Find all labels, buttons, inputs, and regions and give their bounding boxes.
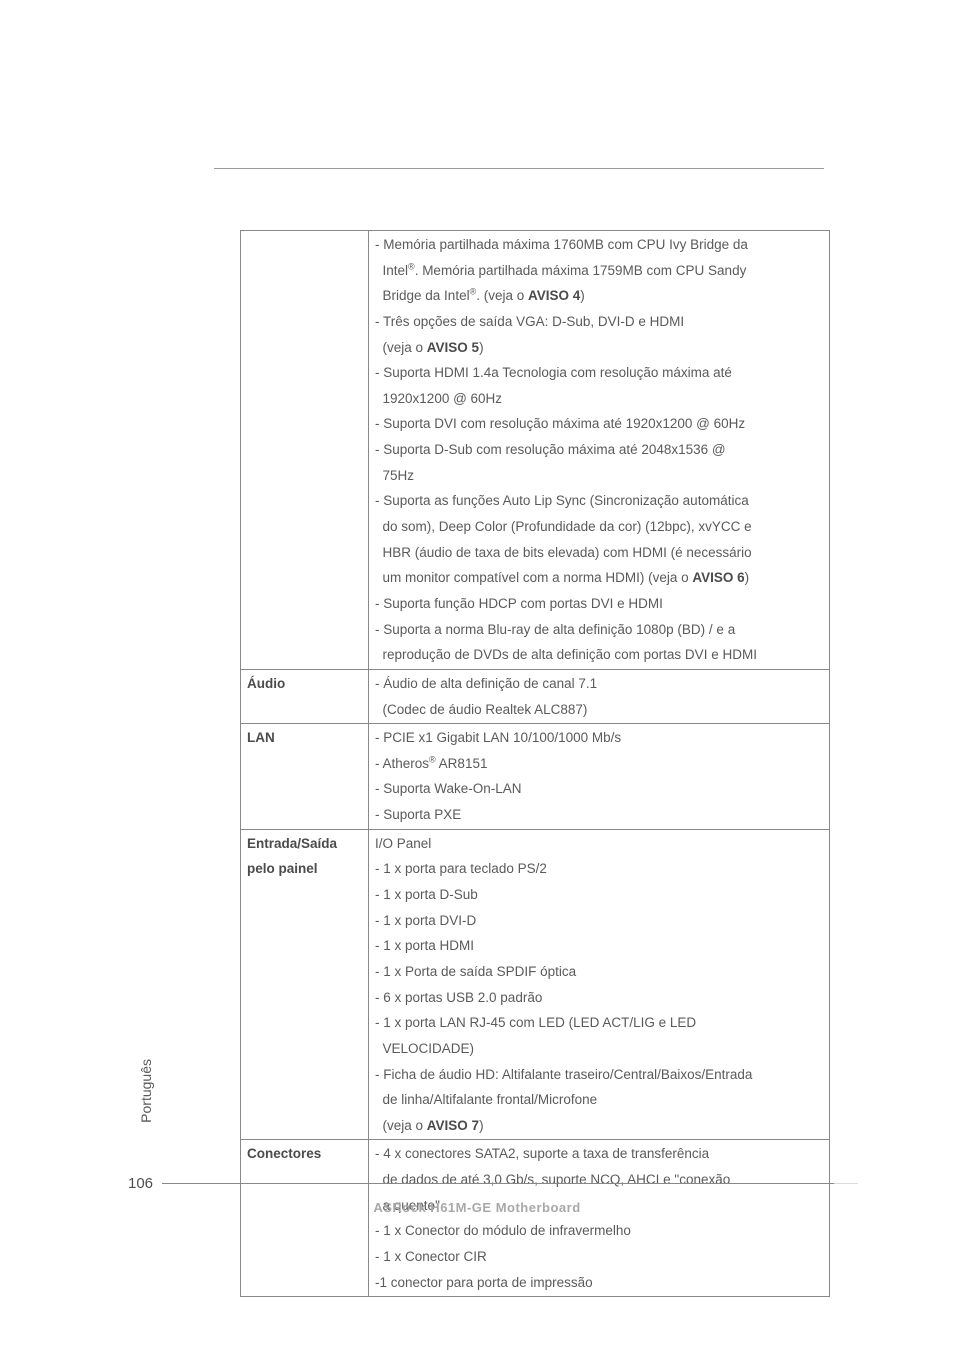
content-line: - 1 x porta LAN RJ-45 com LED (LED ACT/L…: [375, 1010, 823, 1036]
content-line: do som), Deep Color (Profundidade da cor…: [375, 514, 823, 540]
content-line: - Suporta Wake-On-LAN: [375, 776, 823, 802]
row-content: I/O Panel- 1 x porta para teclado PS/2- …: [369, 829, 830, 1140]
content-line: - Suporta as funções Auto Lip Sync (Sinc…: [375, 488, 823, 514]
row-content: - PCIE x1 Gigabit LAN 10/100/1000 Mb/s- …: [369, 724, 830, 830]
row-label: Conectores: [241, 1140, 369, 1297]
content-line: (veja o AVISO 7): [375, 1113, 823, 1139]
content-line: - Suporta a norma Blu-ray de alta defini…: [375, 617, 823, 643]
content-line: - Suporta função HDCP com portas DVI e H…: [375, 591, 823, 617]
row-label: LAN: [241, 724, 369, 830]
content-line: - Áudio de alta definição de canal 7.1: [375, 671, 823, 697]
table-row: - Memória partilhada máxima 1760MB com C…: [241, 231, 830, 670]
content-line: um monitor compatível com a norma HDMI) …: [375, 565, 823, 591]
content-line: - Suporta PXE: [375, 802, 823, 828]
row-label: [241, 231, 369, 670]
footer-rule: [162, 1183, 834, 1184]
content-line: - Atheros® AR8151: [375, 751, 823, 777]
content-line: - Três opções de saída VGA: D-Sub, DVI-D…: [375, 309, 823, 335]
row-label: Áudio: [241, 669, 369, 723]
language-side-tab: Português: [138, 1059, 154, 1123]
content-line: I/O Panel: [375, 831, 823, 857]
content-line: Bridge da Intel®. (veja o AVISO 4): [375, 283, 823, 309]
content-line: reprodução de DVDs de alta definição com…: [375, 642, 823, 668]
content-line: - Memória partilhada máxima 1760MB com C…: [375, 232, 823, 258]
content-line: - 1 x Conector do módulo de infravermelh…: [375, 1218, 823, 1244]
row-content: - Áudio de alta definição de canal 7.1 (…: [369, 669, 830, 723]
table-row: LAN- PCIE x1 Gigabit LAN 10/100/1000 Mb/…: [241, 724, 830, 830]
table-row: Conectores- 4 x conectores SATA2, suport…: [241, 1140, 830, 1297]
row-content: - Memória partilhada máxima 1760MB com C…: [369, 231, 830, 670]
content-line: - Suporta D-Sub com resolução máxima até…: [375, 437, 823, 463]
content-line: Intel®. Memória partilhada máxima 1759MB…: [375, 258, 823, 284]
content-line: - 1 x porta D-Sub: [375, 882, 823, 908]
content-line: de dados de até 3,0 Gb/s, suporte NCQ, A…: [375, 1167, 823, 1193]
table-row: Entrada/Saída pelo painelI/O Panel- 1 x …: [241, 829, 830, 1140]
content-line: - 1 x porta DVI-D: [375, 908, 823, 934]
footer-text: ASRock H61M-GE Motherboard: [0, 1200, 954, 1215]
page: - Memória partilhada máxima 1760MB com C…: [0, 0, 954, 1350]
content-line: -1 conector para porta de impressão: [375, 1270, 823, 1296]
content-line: - Ficha de áudio HD: Altifalante traseir…: [375, 1062, 823, 1088]
spec-table-body: - Memória partilhada máxima 1760MB com C…: [241, 231, 830, 1297]
content-line: 75Hz: [375, 463, 823, 489]
content-line: - 1 x Porta de saída SPDIF óptica: [375, 959, 823, 985]
content-line: - Suporta DVI com resolução máxima até 1…: [375, 411, 823, 437]
content-line: de linha/Altifalante frontal/Microfone: [375, 1087, 823, 1113]
content-line: HBR (áudio de taxa de bits elevada) com …: [375, 540, 823, 566]
content-line: - 6 x portas USB 2.0 padrão: [375, 985, 823, 1011]
row-content: - 4 x conectores SATA2, suporte a taxa d…: [369, 1140, 830, 1297]
content-line: - 1 x Conector CIR: [375, 1244, 823, 1270]
content-line: 1920x1200 @ 60Hz: [375, 386, 823, 412]
content-line: VELOCIDADE): [375, 1036, 823, 1062]
content-line: (veja o AVISO 5): [375, 335, 823, 361]
top-horizontal-rule: [214, 168, 824, 169]
content-line: - 1 x porta HDMI: [375, 933, 823, 959]
page-number: 106: [128, 1175, 153, 1192]
spec-table: - Memória partilhada máxima 1760MB com C…: [240, 230, 830, 1297]
content-line: - 4 x conectores SATA2, suporte a taxa d…: [375, 1141, 823, 1167]
table-row: Áudio- Áudio de alta definição de canal …: [241, 669, 830, 723]
content-line: (Codec de áudio Realtek ALC887): [375, 697, 823, 723]
content-line: - Suporta HDMI 1.4a Tecnologia com resol…: [375, 360, 823, 386]
content-line: - PCIE x1 Gigabit LAN 10/100/1000 Mb/s: [375, 725, 823, 751]
content-line: - 1 x porta para teclado PS/2: [375, 856, 823, 882]
row-label: Entrada/Saída pelo painel: [241, 829, 369, 1140]
